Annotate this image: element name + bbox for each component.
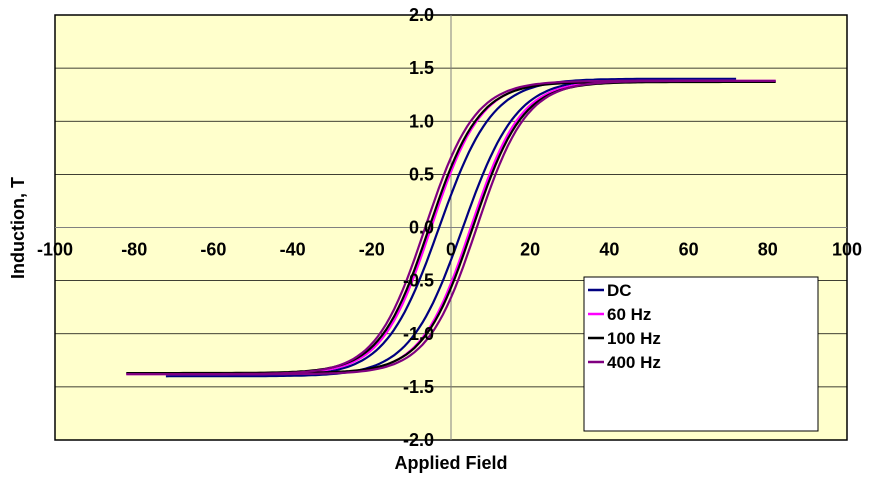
y-axis-title: Induction, T [8,177,28,279]
legend-label: 100 Hz [607,329,661,348]
x-tick-label: -20 [359,240,385,260]
y-tick-label: -0.5 [403,271,434,291]
x-tick-label: 0 [446,240,456,260]
y-tick-label: -1.0 [403,324,434,344]
y-tick-label: 1.5 [409,58,434,78]
legend-box [583,276,819,432]
x-tick-label: 80 [758,240,778,260]
series-group [126,77,776,378]
legend-label: 60 Hz [607,305,651,324]
x-tick-label: 100 [832,240,862,260]
legend-label: DC [607,281,632,300]
x-tick-label: -80 [121,240,147,260]
x-tick-label: -60 [200,240,226,260]
x-tick-labels: -100 -80 -60 -40 -20 0 20 40 60 80 100 [37,240,862,260]
x-tick-label: 60 [679,240,699,260]
y-tick-label: 0.0 [409,218,434,238]
legend: DC 60 Hz 100 Hz 400 Hz [583,276,819,432]
x-tick-label: 40 [599,240,619,260]
y-tick-label: -1.5 [403,377,434,397]
legend-label: 400 Hz [607,353,661,372]
x-tick-label: -100 [37,240,73,260]
series-line-400-hz [126,79,776,376]
axes [55,15,847,440]
x-tick-label: 20 [520,240,540,260]
y-tick-label: 0.5 [409,164,434,184]
y-tick-labels: -2.0 -1.5 -1.0 -0.5 0.0 0.5 1.0 1.5 2.0 [403,5,434,450]
y-tick-label: 2.0 [409,5,434,25]
y-tick-label: -2.0 [403,430,434,450]
y-tick-label: 1.0 [409,111,434,131]
x-tick-label: -40 [280,240,306,260]
x-axis-title: Applied Field [394,453,507,473]
